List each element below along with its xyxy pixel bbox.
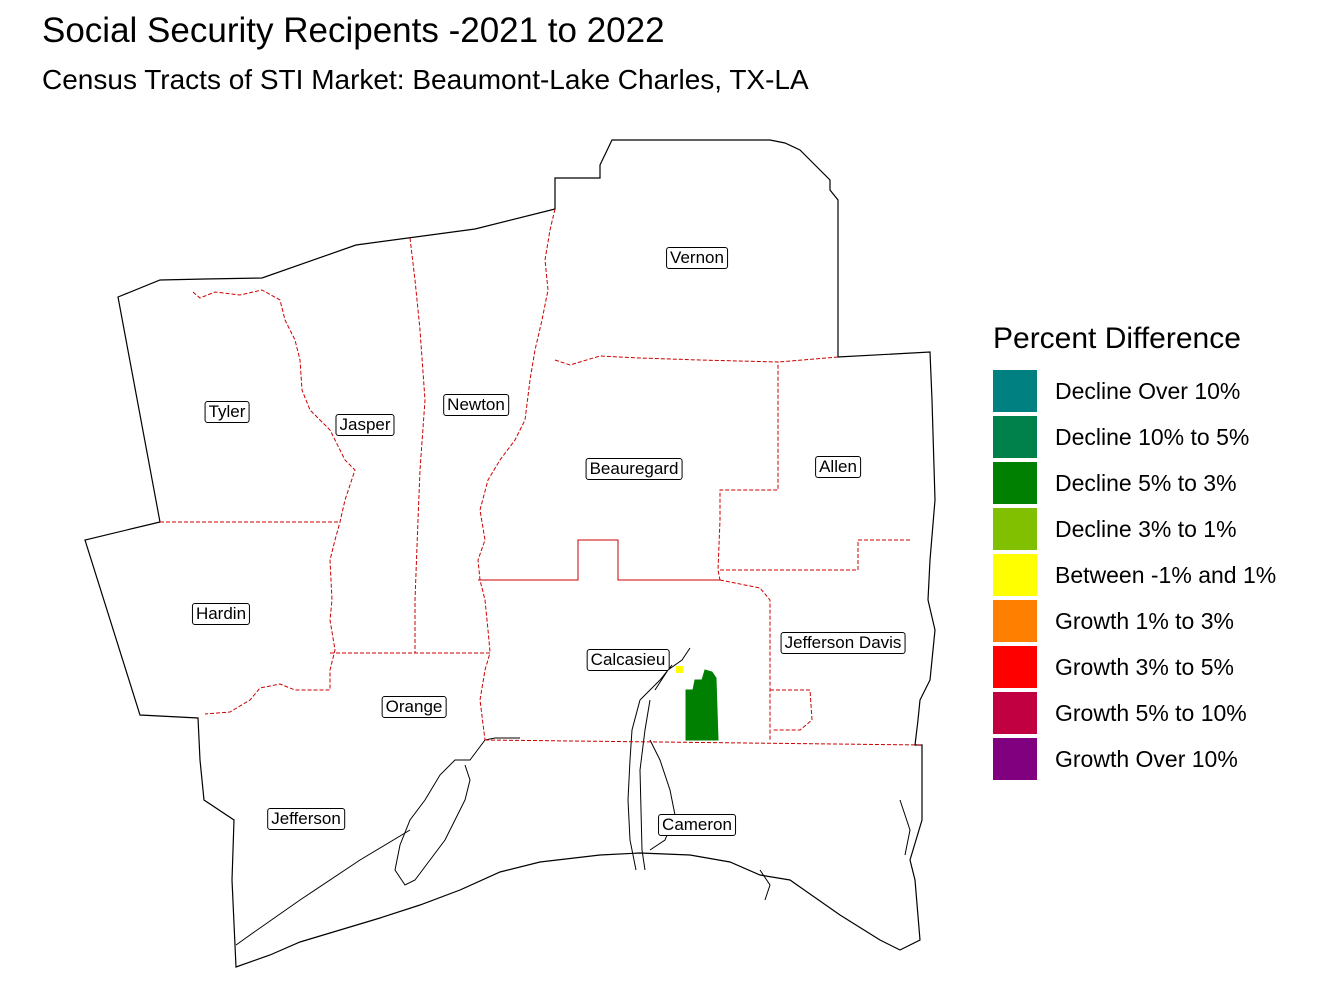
legend-item: Growth 3% to 5% [993, 644, 1323, 690]
map-subtitle: Census Tracts of STI Market: Beaumont-La… [42, 64, 809, 95]
legend-swatch [993, 692, 1037, 734]
legend-label: Between -1% and 1% [1055, 562, 1277, 588]
legend-label: Growth 1% to 3% [1055, 608, 1234, 634]
county-boundaries [160, 208, 923, 746]
county-label-vernon: Vernon [666, 247, 728, 269]
county-label-orange: Orange [381, 696, 447, 718]
legend-swatch [993, 370, 1037, 412]
legend-swatch [993, 646, 1037, 688]
legend-item: Decline 3% to 1% [993, 506, 1323, 552]
legend-title: Percent Difference [993, 322, 1241, 355]
legend-label: Decline 5% to 3% [1055, 470, 1237, 496]
county-label-jefferson: Jefferson [267, 808, 345, 830]
legend-item: Growth Over 10% [993, 736, 1323, 782]
tract-decline-5-3 [685, 669, 719, 741]
legend-label: Growth 3% to 5% [1055, 654, 1234, 680]
legend-swatch [993, 416, 1037, 458]
calcasieu-lake-east [649, 739, 676, 851]
legend-item: Growth 1% to 3% [993, 598, 1323, 644]
sabine-channel [235, 737, 520, 946]
county-label-calcasieu: Calcasieu [586, 649, 670, 671]
county-label-cameron: Cameron [658, 814, 736, 836]
county-label-hardin: Hardin [191, 603, 251, 625]
county-label-jefferson-davis: Jefferson Davis [780, 632, 906, 654]
calcasieu-lake-outline [627, 647, 691, 871]
sabine-lake-outline [394, 739, 486, 886]
county-label-jasper: Jasper [335, 414, 395, 436]
cameron-coast-detail [759, 799, 911, 901]
legend-swatch [993, 462, 1037, 504]
county-label-newton: Newton [443, 394, 509, 416]
legend-item: Between -1% and 1% [993, 552, 1323, 598]
legend-label: Decline Over 10% [1055, 378, 1241, 404]
county-label-tyler: Tyler [204, 401, 250, 423]
legend-item: Growth 5% to 10% [993, 690, 1323, 736]
legend-swatch [993, 738, 1037, 780]
legend-swatch [993, 600, 1037, 642]
tract-stable [676, 666, 683, 673]
legend-swatch [993, 508, 1037, 550]
legend-label: Decline 3% to 1% [1055, 516, 1237, 542]
region-outline [84, 139, 936, 968]
legend-item: Decline Over 10% [993, 368, 1323, 414]
legend-label: Growth 5% to 10% [1055, 700, 1247, 726]
legend-label: Growth Over 10% [1055, 746, 1238, 772]
map-title: Social Security Recipents -2021 to 2022 [42, 11, 665, 50]
county-label-beauregard: Beauregard [585, 458, 683, 480]
legend-swatch [993, 554, 1037, 596]
legend-label: Decline 10% to 5% [1055, 424, 1250, 450]
parish-boundaries-solid [478, 539, 720, 581]
legend-item: Decline 5% to 3% [993, 460, 1323, 506]
legend-item: Decline 10% to 5% [993, 414, 1323, 460]
county-label-allen: Allen [815, 456, 861, 478]
